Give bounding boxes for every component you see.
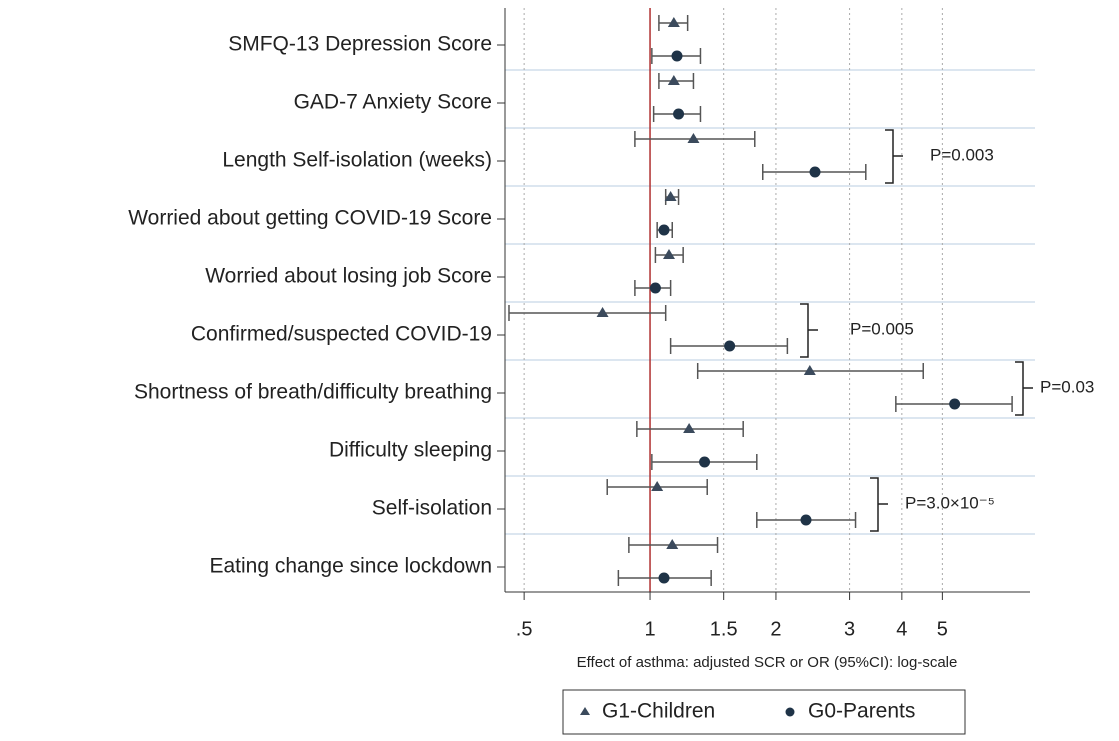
annotation: P=0.03 (1040, 377, 1094, 396)
annotation: P=0.003 (930, 145, 994, 164)
category-label: Worried about getting COVID-19 Score (128, 207, 492, 230)
legend-label: G1-Children (602, 700, 715, 723)
legend-label: G0-Parents (808, 700, 915, 723)
point-circle (658, 224, 670, 236)
point-circle (658, 572, 670, 584)
legend-marker (785, 707, 795, 717)
annotation: P=3.0×10⁻⁵ (905, 493, 995, 512)
point-triangle (667, 17, 680, 27)
x-axis-title: Effect of asthma: adjusted SCR or OR (95… (577, 654, 958, 671)
x-tick-label: 3 (844, 618, 855, 640)
legend-box (562, 689, 966, 735)
point-circle (699, 456, 711, 468)
category-label: Length Self-isolation (weeks) (222, 149, 492, 172)
category-label: Confirmed/suspected COVID-19 (191, 323, 492, 346)
bracket (1015, 361, 1033, 416)
point-triangle (803, 365, 816, 375)
point-triangle (651, 481, 664, 491)
point-circle (949, 398, 961, 410)
category-label: Worried about losing job Score (205, 265, 492, 288)
point-circle (673, 108, 685, 120)
point-circle (724, 340, 736, 352)
point-triangle (664, 191, 677, 201)
category-label: Self-isolation (372, 497, 492, 520)
category-label: Difficulty sleeping (329, 439, 492, 462)
point-triangle (683, 423, 696, 433)
x-tick-label: 4 (896, 618, 907, 640)
point-triangle (687, 133, 700, 143)
point-circle (800, 514, 812, 526)
category-label: GAD-7 Anxiety Score (294, 91, 492, 114)
point-circle (809, 166, 821, 178)
bracket (800, 303, 818, 358)
point-triangle (596, 307, 609, 317)
error-bar (508, 305, 667, 321)
x-tick-label: 5 (937, 618, 948, 640)
point-triangle (662, 249, 675, 259)
point-triangle (667, 75, 680, 85)
x-tick-label: .5 (516, 618, 533, 640)
x-tick-label: 2 (770, 618, 781, 640)
x-tick-label: 1 (644, 618, 655, 640)
category-label: SMFQ-13 Depression Score (228, 33, 492, 56)
x-tick-label: 1.5 (710, 618, 738, 640)
bracket (885, 129, 903, 184)
point-circle (649, 282, 661, 294)
category-label: Shortness of breath/difficulty breathing (134, 381, 492, 404)
legend-marker (580, 707, 590, 715)
annotation: P=0.005 (850, 319, 914, 338)
point-triangle (666, 539, 679, 549)
point-circle (671, 50, 683, 62)
bracket (870, 477, 888, 532)
category-label: Eating change since lockdown (209, 555, 492, 578)
